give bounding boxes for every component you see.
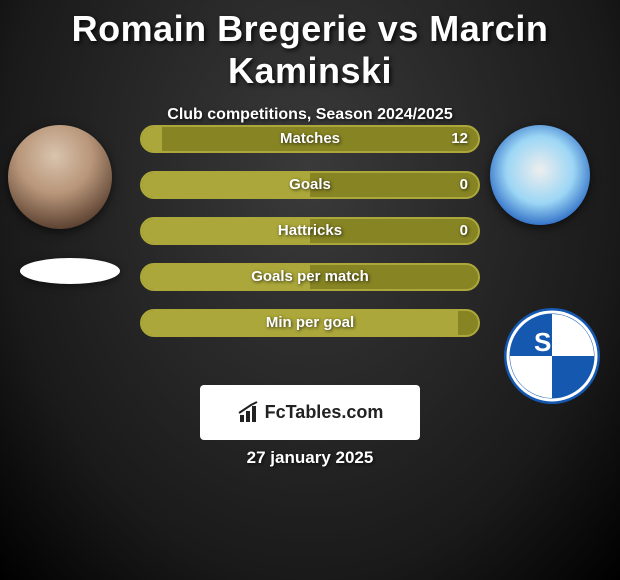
stat-label: Matches bbox=[142, 127, 478, 151]
player1-club-badge bbox=[20, 258, 120, 284]
date-label: 27 january 2025 bbox=[0, 448, 620, 468]
svg-text:S: S bbox=[534, 327, 551, 357]
page-title: Romain Bregerie vs Marcin Kaminski bbox=[0, 0, 620, 92]
stat-row: Goals0 bbox=[140, 171, 480, 199]
brand-label: FcTables.com bbox=[265, 402, 384, 423]
stat-label: Min per goal bbox=[142, 311, 478, 335]
stat-value-right: 0 bbox=[460, 219, 468, 243]
chart-icon bbox=[237, 401, 261, 425]
stat-label: Hattricks bbox=[142, 219, 478, 243]
brand-box: FcTables.com bbox=[200, 385, 420, 440]
stat-row: Min per goal bbox=[140, 309, 480, 337]
svg-text:04: 04 bbox=[552, 358, 577, 383]
stat-label: Goals bbox=[142, 173, 478, 197]
stat-row: Goals per match bbox=[140, 263, 480, 291]
player2-avatar bbox=[490, 125, 590, 225]
stat-row: Hattricks0 bbox=[140, 217, 480, 245]
stat-value-right: 12 bbox=[451, 127, 468, 151]
page-subtitle: Club competitions, Season 2024/2025 bbox=[0, 106, 620, 124]
stat-label: Goals per match bbox=[142, 265, 478, 289]
stat-value-right: 0 bbox=[460, 173, 468, 197]
stat-row: Matches12 bbox=[140, 125, 480, 153]
player2-club-badge: S 04 bbox=[502, 306, 602, 406]
player1-avatar bbox=[8, 125, 112, 229]
stats-container: Matches12Goals0Hattricks0Goals per match… bbox=[140, 125, 480, 355]
